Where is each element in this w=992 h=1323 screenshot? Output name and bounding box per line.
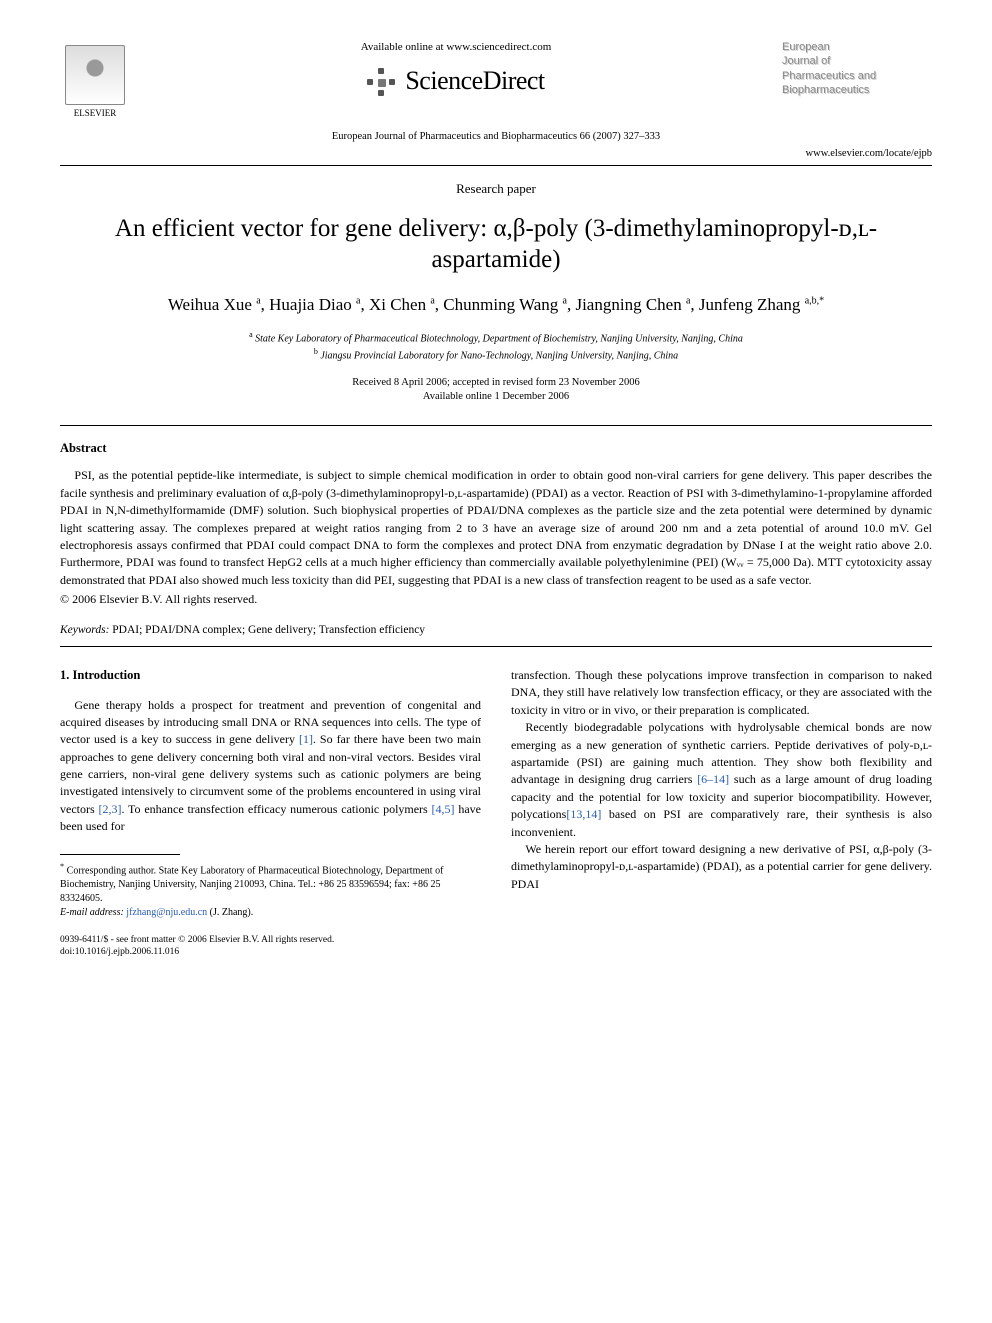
journal-box-line: Pharmaceutics and <box>782 69 932 83</box>
corresponding-footnote: * Corresponding author. State Key Labora… <box>60 861 481 920</box>
abstract-body: PSI, as the potential peptide-like inter… <box>60 467 932 589</box>
keywords-label: Keywords: <box>60 624 109 636</box>
abstract-top-rule <box>60 425 932 426</box>
sciencedirect-text: ScienceDirect <box>405 63 544 99</box>
footer-line1: 0939-6411/$ - see front matter © 2006 El… <box>60 934 481 946</box>
affiliation-a: State Key Laboratory of Pharmaceutical B… <box>255 333 743 344</box>
journal-title-box: European Journal of Pharmaceutics and Bi… <box>782 40 932 97</box>
affiliations: a State Key Laboratory of Pharmaceutical… <box>60 329 932 364</box>
intro-col2-p2: Recently biodegradable polycations with … <box>511 719 932 841</box>
footnote-rule <box>60 854 180 855</box>
header-rule <box>60 165 932 166</box>
locate-link[interactable]: www.elsevier.com/locate/ejpb <box>60 147 932 162</box>
affiliation-b: Jiangsu Provincial Laboratory for Nano-T… <box>320 351 678 362</box>
corresponding-email[interactable]: jfzhang@nju.edu.cn <box>126 907 207 918</box>
left-column: 1. Introduction Gene therapy holds a pro… <box>60 667 481 959</box>
center-header: Available online at www.sciencedirect.co… <box>130 40 782 101</box>
elsevier-label: ELSEVIER <box>74 107 117 120</box>
elsevier-logo: ELSEVIER <box>60 40 130 120</box>
journal-box-line: Journal of <box>782 54 932 68</box>
page-header: ELSEVIER Available online at www.science… <box>60 40 932 120</box>
citation-line: European Journal of Pharmaceutics and Bi… <box>60 130 932 145</box>
abstract-copyright: © 2006 Elsevier B.V. All rights reserved… <box>60 591 932 608</box>
journal-box-line: European <box>782 40 932 54</box>
abstract-heading: Abstract <box>60 440 932 458</box>
elsevier-tree-icon <box>65 45 125 105</box>
footer-block: 0939-6411/$ - see front matter © 2006 El… <box>60 934 481 959</box>
body-columns: 1. Introduction Gene therapy holds a pro… <box>60 667 932 959</box>
email-author: (J. Zhang). <box>210 907 254 918</box>
ref-link[interactable]: [6–14] <box>697 772 729 786</box>
right-column: transfection. Though these polycations i… <box>511 667 932 959</box>
paper-type: Research paper <box>60 180 932 198</box>
received-line: Received 8 April 2006; accepted in revis… <box>60 376 932 391</box>
abstract-bottom-rule <box>60 646 932 647</box>
email-label: E-mail address: <box>60 907 124 918</box>
ref-link[interactable]: [1] <box>299 732 313 746</box>
available-line: Available online 1 December 2006 <box>60 390 932 405</box>
intro-col1-p1: Gene therapy holds a prospect for treatm… <box>60 697 481 836</box>
ref-link[interactable]: [4,5] <box>432 802 455 816</box>
intro-col2-p3: We herein report our effort toward desig… <box>511 841 932 893</box>
sciencedirect-icon <box>367 68 395 96</box>
intro-heading: 1. Introduction <box>60 667 481 685</box>
journal-box-line: Biopharmaceutics <box>782 83 932 97</box>
keywords-line: Keywords: PDAI; PDAI/DNA complex; Gene d… <box>60 622 932 638</box>
available-online-text: Available online at www.sciencedirect.co… <box>150 40 762 55</box>
keywords-list: PDAI; PDAI/DNA complex; Gene delivery; T… <box>112 624 425 636</box>
dates-block: Received 8 April 2006; accepted in revis… <box>60 376 932 405</box>
corresponding-text: Corresponding author. State Key Laborato… <box>60 865 443 904</box>
paper-title: An efficient vector for gene delivery: α… <box>60 213 932 276</box>
footer-doi: doi:10.1016/j.ejpb.2006.11.016 <box>60 946 481 958</box>
intro-col2-p1: transfection. Though these polycations i… <box>511 667 932 719</box>
sciencedirect-logo: ScienceDirect <box>367 63 544 99</box>
ref-link[interactable]: [13,14] <box>566 807 601 821</box>
ref-link[interactable]: [2,3] <box>98 802 121 816</box>
authors-line: Weihua Xue a, Huajia Diao a, Xi Chen a, … <box>60 293 932 317</box>
